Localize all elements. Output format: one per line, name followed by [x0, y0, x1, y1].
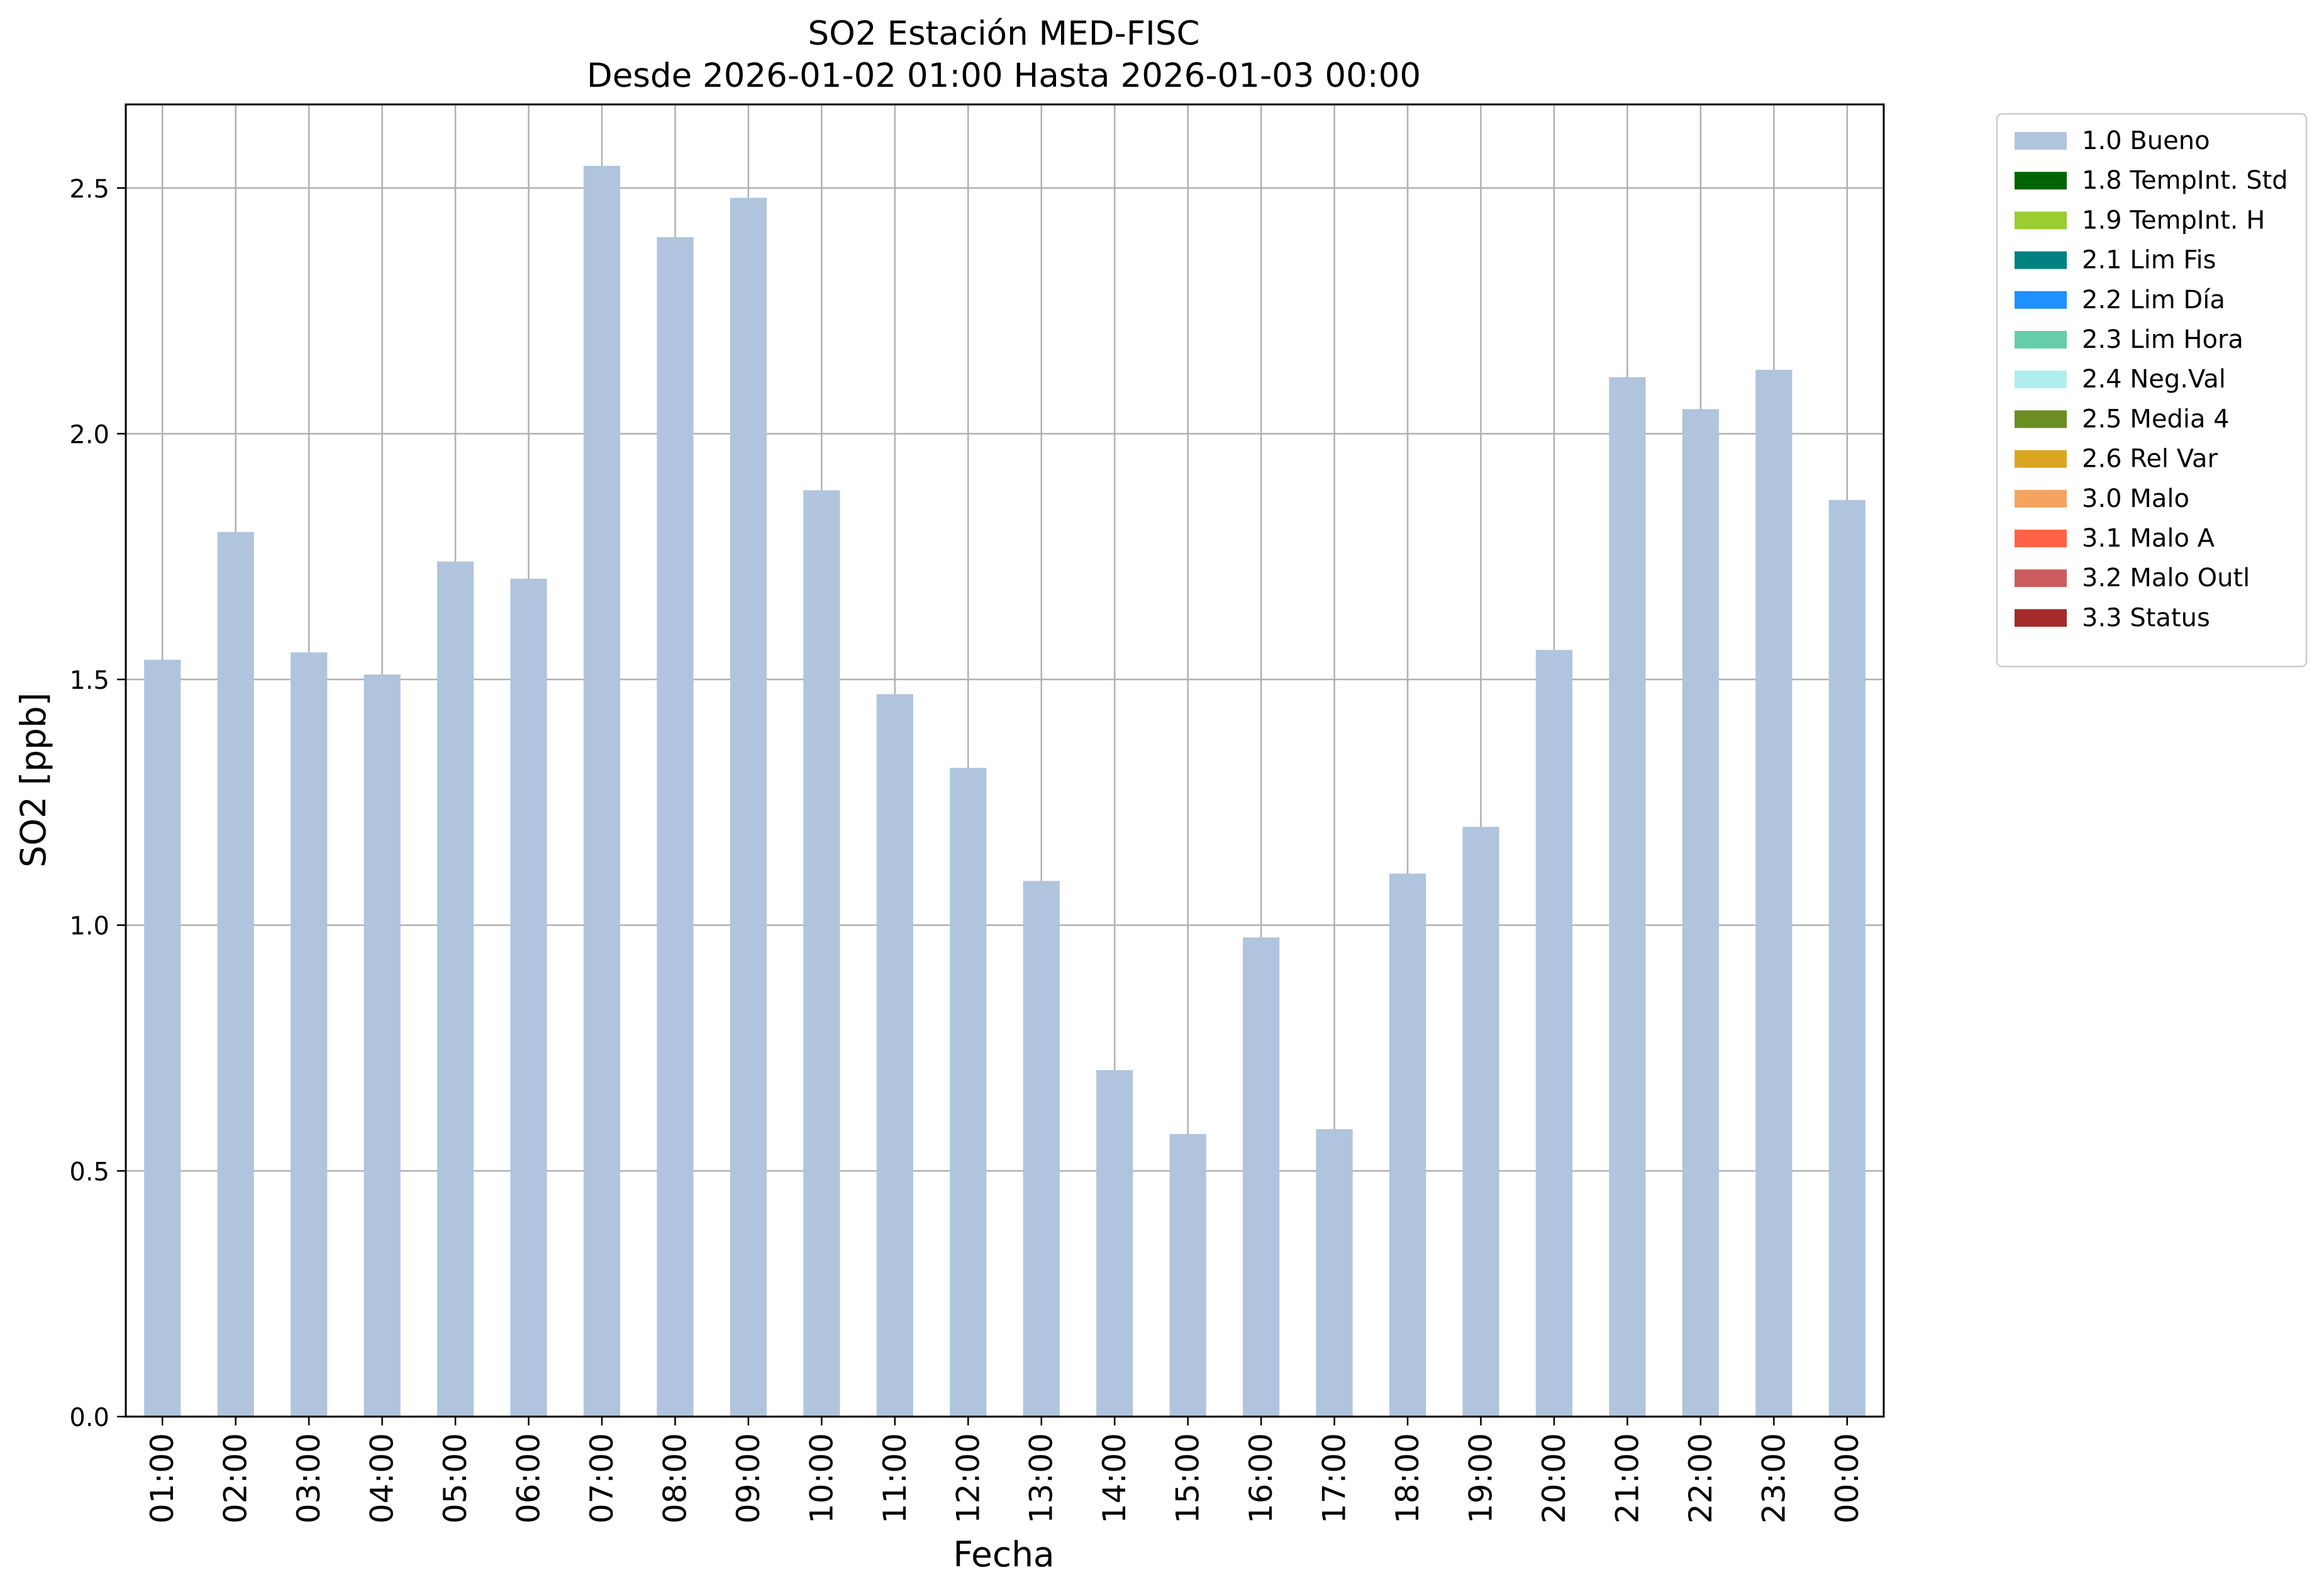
- legend-swatch: [2015, 450, 2067, 468]
- x-tick-label: 06:00: [511, 1433, 547, 1524]
- y-tick-label: 0.0: [69, 1403, 109, 1432]
- x-tick-label: 21:00: [1609, 1433, 1645, 1524]
- bar: [730, 198, 767, 1417]
- x-tick-label: 19:00: [1462, 1433, 1499, 1524]
- bar: [1316, 1129, 1353, 1417]
- y-tick-label: 1.5: [69, 666, 109, 695]
- bar: [950, 767, 987, 1417]
- legend-label: 2.2 Lim Día: [2082, 286, 2225, 315]
- x-axis-label: Fecha: [953, 1534, 1054, 1574]
- x-tick-label: 13:00: [1023, 1433, 1060, 1524]
- bar: [144, 659, 181, 1417]
- x-tick-label: 17:00: [1316, 1433, 1353, 1524]
- bar: [1682, 409, 1719, 1417]
- chart-title: SO2 Estación MED-FISC: [808, 14, 1200, 53]
- x-tick-label: 08:00: [657, 1433, 693, 1524]
- bar-series: [144, 165, 1865, 1417]
- x-tick-label: 07:00: [584, 1433, 620, 1524]
- legend-label: 1.0 Bueno: [2082, 126, 2210, 155]
- legend-label: 3.1 Malo A: [2082, 524, 2215, 553]
- legend-swatch: [2015, 489, 2067, 508]
- legend-swatch: [2015, 569, 2067, 588]
- legend-label: 3.2 Malo Outl: [2082, 564, 2250, 593]
- x-tick-label: 16:00: [1243, 1433, 1279, 1524]
- x-tick-label: 03:00: [291, 1433, 327, 1524]
- bar: [364, 674, 401, 1417]
- y-tick-label: 2.5: [69, 175, 109, 204]
- x-tick-label: 00:00: [1829, 1433, 1865, 1524]
- x-tick-label: 18:00: [1389, 1433, 1426, 1524]
- x-tick-label: 23:00: [1755, 1433, 1792, 1524]
- bar: [1609, 377, 1646, 1417]
- bar: [436, 561, 474, 1417]
- y-tick-label: 0.5: [69, 1157, 109, 1186]
- bar: [657, 237, 694, 1417]
- legend-swatch: [2015, 331, 2067, 348]
- legend-label: 3.3 Status: [2082, 603, 2210, 632]
- legend-swatch: [2015, 251, 2067, 269]
- legend-swatch: [2015, 530, 2067, 547]
- legend-label: 2.1 Lim Fis: [2082, 246, 2216, 275]
- x-tick-label: 04:00: [364, 1433, 401, 1524]
- legend-label: 2.6 Rel Var: [2082, 445, 2218, 474]
- x-tick-label: 05:00: [437, 1433, 474, 1524]
- legend-box: [1996, 113, 2308, 667]
- y-axis-ticks: 0.0 0.5 1.0 1.5 2.0 2.5: [69, 175, 126, 1432]
- legend-swatch: [2015, 410, 2067, 428]
- x-tick-label: 09:00: [730, 1433, 767, 1524]
- bar: [510, 578, 547, 1417]
- bar: [1169, 1134, 1206, 1417]
- x-tick-label: 02:00: [218, 1433, 254, 1524]
- x-tick-label: 12:00: [950, 1433, 986, 1524]
- legend-label: 2.3 Lim Hora: [2082, 325, 2243, 354]
- bar: [876, 694, 913, 1417]
- legend-label: 2.4 Neg.Val: [2082, 365, 2226, 394]
- x-tick-label: 15:00: [1170, 1433, 1206, 1524]
- x-tick-label: 14:00: [1096, 1433, 1133, 1524]
- x-tick-label: 10:00: [803, 1433, 840, 1524]
- legend-label: 1.8 TempInt. Std: [2082, 166, 2288, 195]
- y-tick-label: 1.0: [69, 912, 109, 941]
- legend-label: 2.5 Media 4: [2082, 404, 2230, 433]
- bar: [291, 652, 328, 1417]
- legend-swatch: [2015, 132, 2067, 150]
- bar: [1023, 881, 1060, 1417]
- legend-label: 1.9 TempInt. H: [2082, 206, 2265, 235]
- bar: [1389, 873, 1426, 1417]
- x-tick-label: 22:00: [1682, 1433, 1719, 1524]
- legend-label: 3.0 Malo: [2082, 484, 2189, 513]
- bar: [1755, 369, 1793, 1417]
- x-tick-label: 20:00: [1536, 1433, 1572, 1524]
- chart-subtitle: Desde 2026-01-02 01:00 Hasta 2026-01-03 …: [587, 57, 1421, 95]
- bar: [803, 490, 840, 1417]
- y-tick-label: 2.0: [69, 420, 109, 449]
- legend: 1.0 Bueno 1.8 TempInt. Std 1.9 TempInt. H 2…: [1996, 113, 2308, 667]
- legend-swatch: [2015, 172, 2067, 190]
- bar: [1462, 827, 1499, 1417]
- bar: [1828, 499, 1865, 1417]
- plot-area-frame: [125, 103, 1885, 1418]
- x-axis-ticks: 01:00 02:00 03:00 04:00 05:00 06:00 07:00 08:00…: [144, 1417, 1865, 1524]
- legend-swatch: [2015, 609, 2067, 627]
- bar: [1535, 650, 1573, 1417]
- bar: [217, 532, 254, 1417]
- bar: [1242, 937, 1280, 1417]
- bar: [1096, 1070, 1133, 1417]
- legend-swatch: [2015, 211, 2067, 230]
- legend-swatch: [2015, 291, 2067, 309]
- legend-swatch: [2015, 371, 2067, 389]
- y-axis-label: SO2 [ppb]: [13, 693, 53, 867]
- x-tick-label: 01:00: [144, 1433, 181, 1524]
- x-tick-label: 11:00: [877, 1433, 913, 1524]
- bar: [583, 165, 621, 1417]
